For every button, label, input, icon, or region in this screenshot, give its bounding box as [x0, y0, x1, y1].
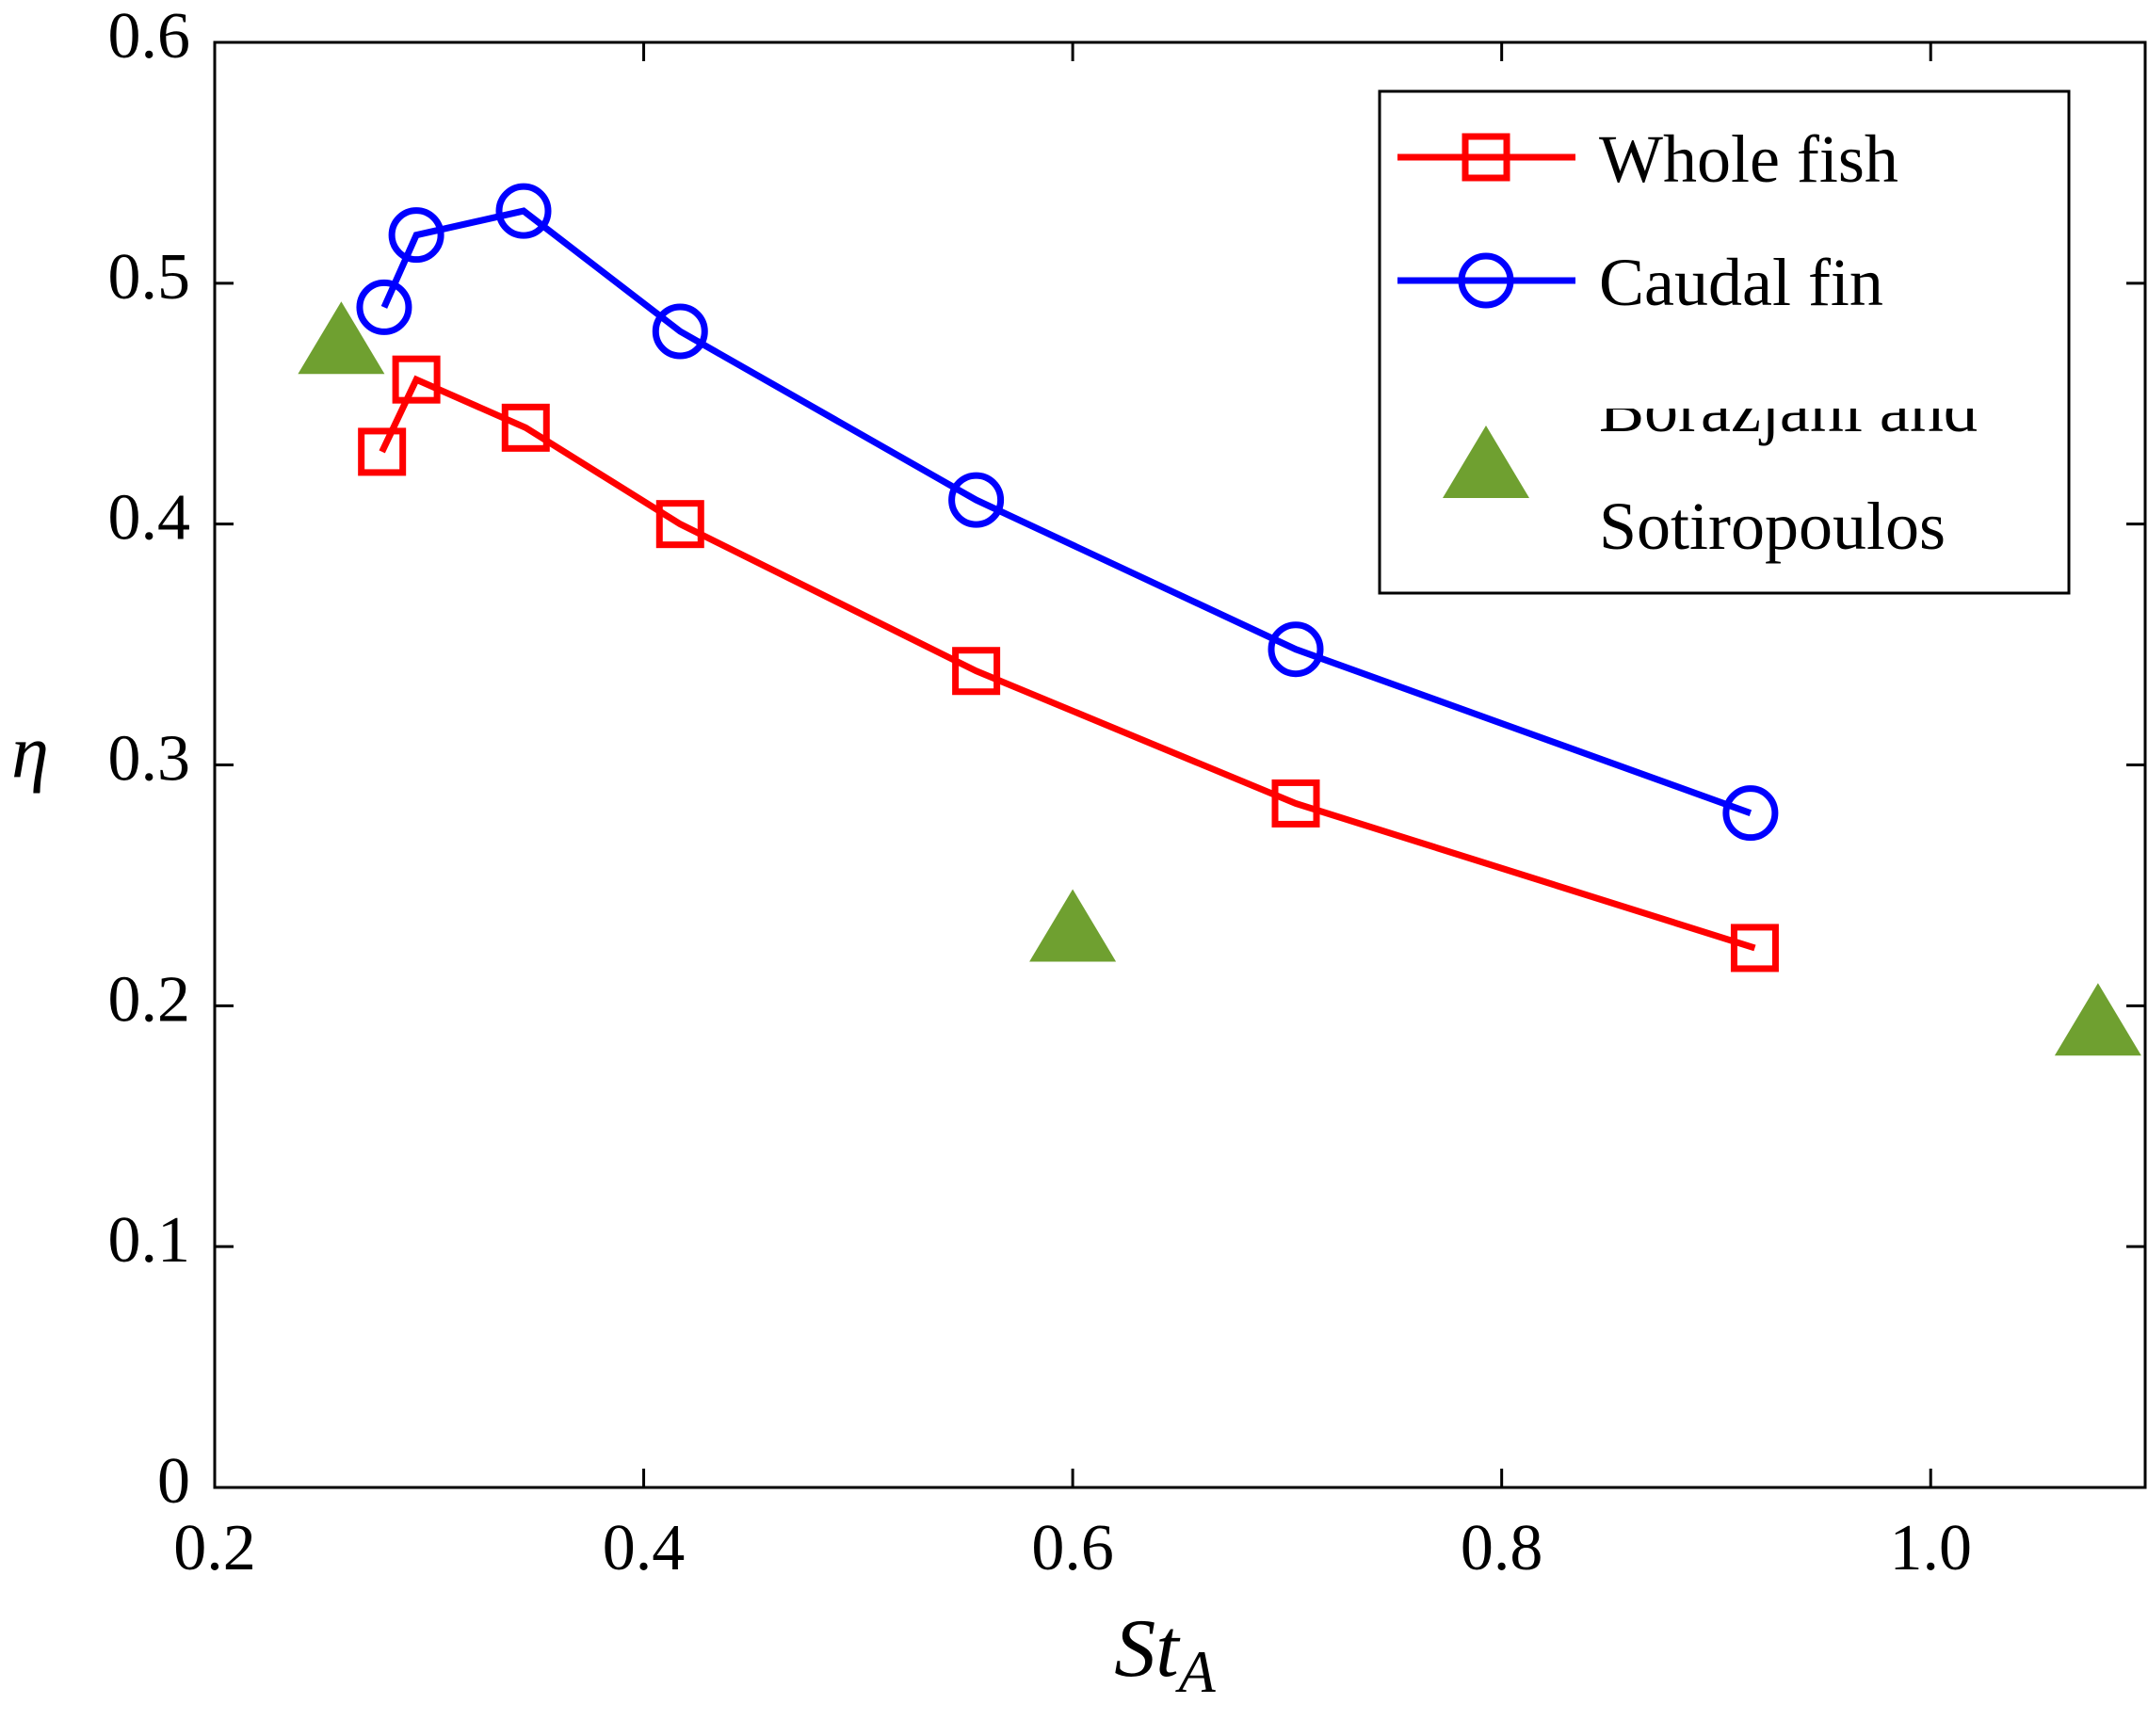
y-tick-label: 0.1	[108, 1204, 191, 1277]
x-tick-label: 0.2	[173, 1512, 256, 1584]
x-axis-label: StA	[1114, 1603, 1216, 1705]
circle-marker	[1722, 785, 1779, 842]
square-marker	[655, 500, 704, 549]
y-tick-label: 0.2	[108, 963, 191, 1036]
x-tick-label: 0.4	[603, 1512, 686, 1584]
triangle-marker	[1029, 889, 1117, 962]
triangle-marker	[2054, 983, 2141, 1056]
x-tick-label: 0.8	[1461, 1512, 1543, 1584]
y-tick-label: 0.6	[108, 0, 191, 72]
series-line	[379, 375, 1756, 952]
x-tick-label: 0.6	[1031, 1512, 1114, 1584]
y-tick-label: 0.4	[108, 482, 191, 555]
x-label-main: St	[1114, 1603, 1181, 1695]
legend: Whole fish Caudal fin Borazjani and Sotiro…	[1378, 89, 2071, 595]
x-label-subscript: A	[1175, 1638, 1217, 1705]
legend-label-box: Borazjani and Sotiropoulos	[1599, 409, 1978, 564]
legend-label: Caudal fin	[1599, 245, 1883, 320]
circle-marker	[356, 279, 412, 335]
square-marker	[358, 427, 407, 476]
square-marker	[1271, 779, 1320, 828]
triangle-marker	[298, 301, 385, 375]
circle-marker	[948, 472, 1005, 528]
legend-label: Whole fish	[1599, 121, 1898, 197]
square-marker	[392, 355, 441, 404]
square-marker	[501, 403, 550, 452]
square-marker	[952, 647, 1001, 696]
circle-marker	[495, 183, 552, 239]
x-tick-label: 1.0	[1889, 1512, 1972, 1584]
series-line	[380, 207, 1752, 816]
legend-label-box: Caudal fin	[1599, 245, 1883, 320]
y-tick-label: 0.3	[108, 723, 191, 796]
square-marker	[1462, 133, 1510, 182]
legend-label-box: Whole fish	[1599, 121, 1898, 197]
legend-label: Borazjani and Sotiropoulos	[1599, 409, 1978, 564]
y-tick-label: 0	[157, 1445, 190, 1518]
circle-marker	[1458, 252, 1514, 309]
circle-marker	[652, 303, 708, 360]
y-tick-label: 0.5	[108, 241, 191, 313]
square-marker	[1730, 924, 1779, 972]
y-axis-label: η	[11, 711, 49, 794]
circle-marker	[1268, 621, 1324, 678]
circle-marker	[388, 207, 444, 264]
triangle-marker	[1443, 426, 1529, 498]
